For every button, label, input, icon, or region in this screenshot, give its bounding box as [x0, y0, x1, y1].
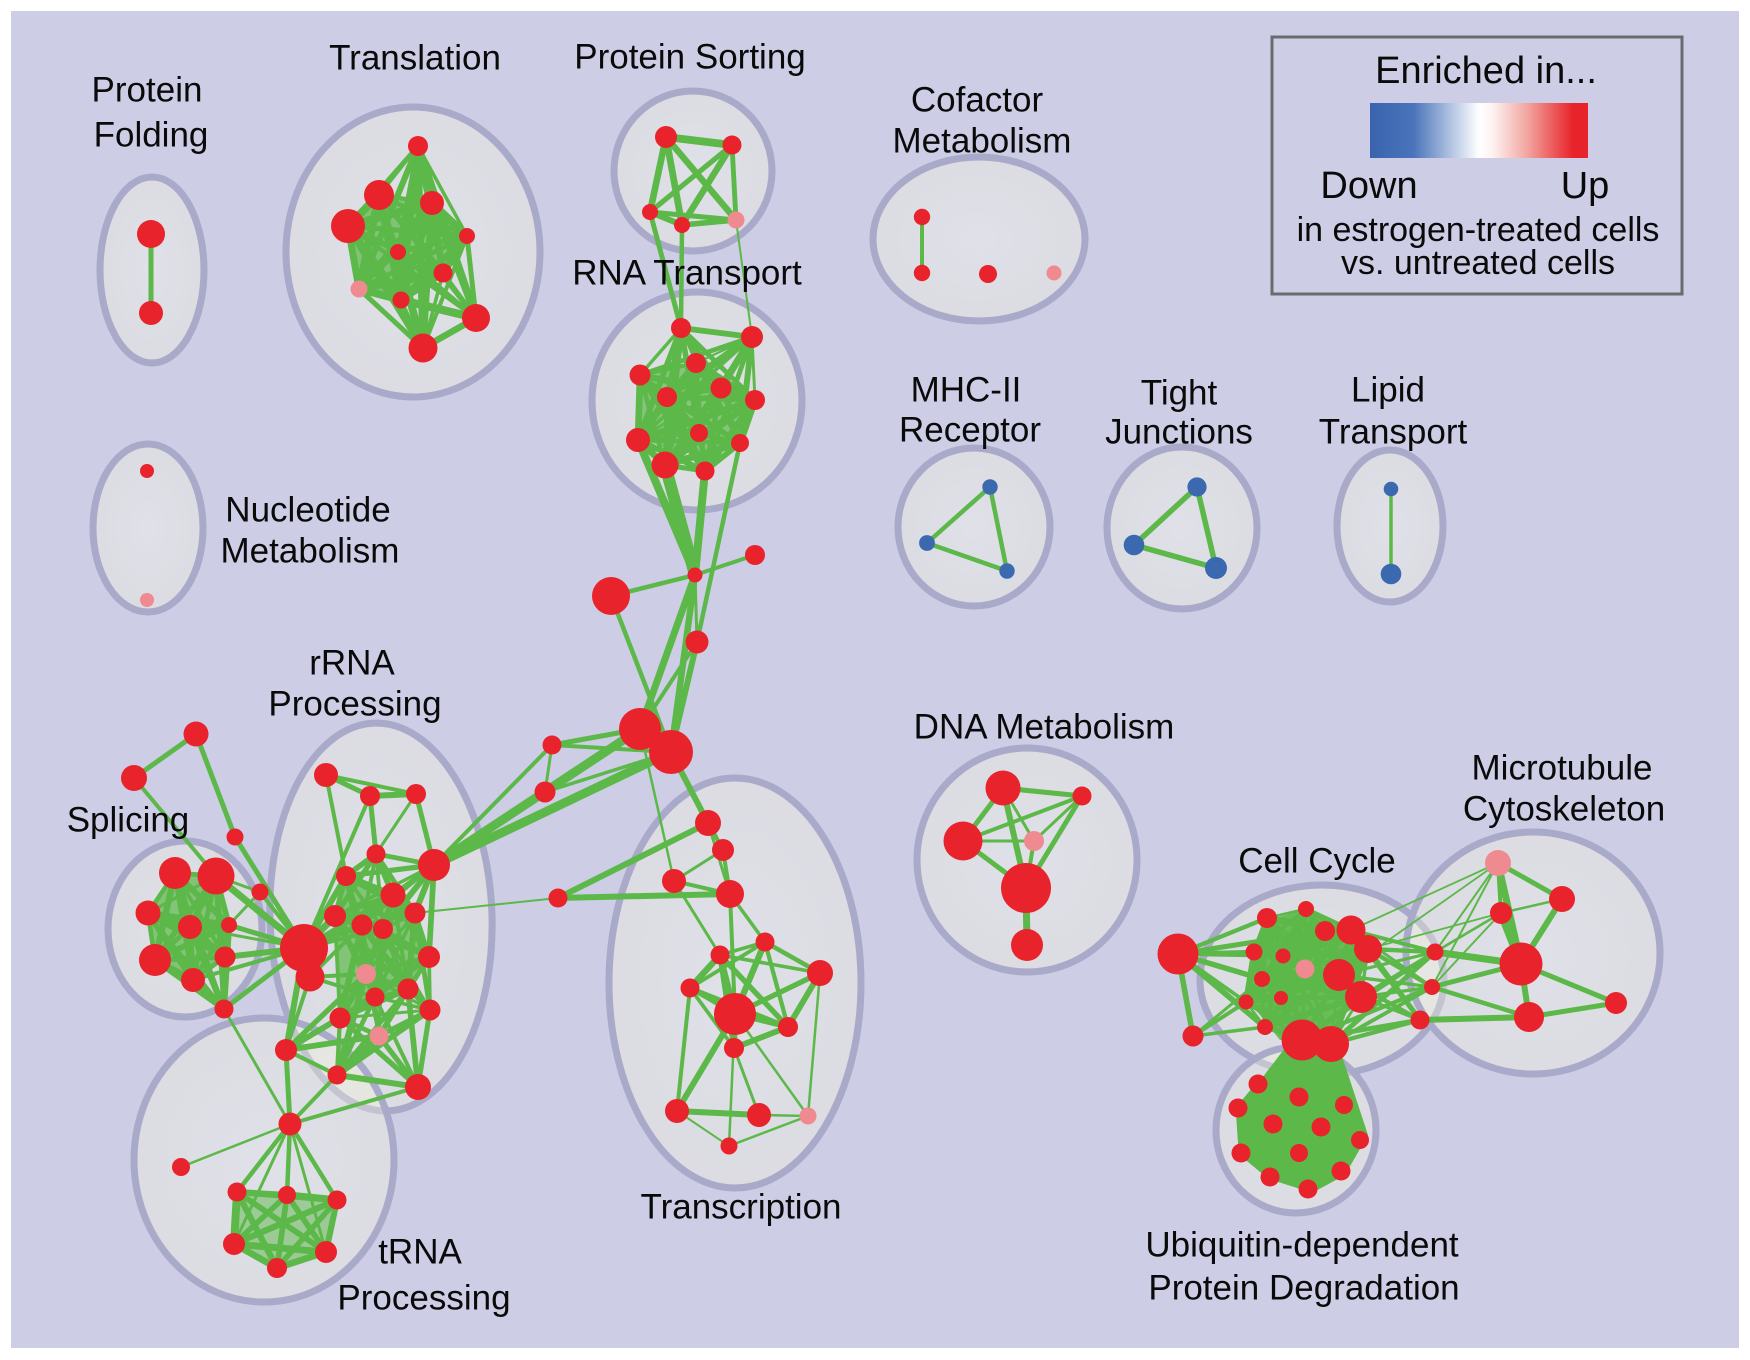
svg-text:rRNA: rRNA	[309, 644, 395, 683]
svg-text:DNA Metabolism: DNA Metabolism	[914, 708, 1175, 747]
svg-text:Splicing: Splicing	[67, 801, 190, 840]
svg-text:vs. untreated cells: vs. untreated cells	[1341, 244, 1615, 282]
svg-text:Transcription: Transcription	[641, 1188, 842, 1227]
svg-text:Junctions: Junctions	[1105, 413, 1253, 452]
svg-text:MHC-II: MHC-II	[911, 371, 1022, 410]
svg-text:RNA Transport: RNA Transport	[572, 254, 802, 293]
svg-text:Protein: Protein	[92, 71, 203, 110]
svg-text:Tight: Tight	[1141, 374, 1218, 413]
svg-text:Processing: Processing	[268, 685, 441, 724]
svg-text:Receptor: Receptor	[899, 411, 1041, 450]
svg-text:Up: Up	[1561, 165, 1610, 207]
svg-text:Protein Sorting: Protein Sorting	[574, 38, 806, 77]
svg-text:Translation: Translation	[329, 39, 501, 78]
svg-text:Ubiquitin-dependent: Ubiquitin-dependent	[1145, 1226, 1459, 1265]
svg-text:in estrogen-treated cells: in estrogen-treated cells	[1297, 211, 1660, 249]
svg-text:Protein Degradation: Protein Degradation	[1148, 1269, 1459, 1308]
svg-text:tRNA: tRNA	[378, 1233, 462, 1272]
svg-text:Transport: Transport	[1319, 413, 1468, 452]
svg-text:Lipid: Lipid	[1351, 371, 1425, 410]
svg-text:Cofactor: Cofactor	[911, 81, 1044, 120]
svg-text:Processing: Processing	[337, 1279, 510, 1318]
svg-text:Cytoskeleton: Cytoskeleton	[1463, 790, 1665, 829]
svg-text:Metabolism: Metabolism	[221, 532, 400, 571]
svg-text:Folding: Folding	[94, 116, 209, 155]
svg-text:Cell Cycle: Cell Cycle	[1238, 842, 1396, 881]
svg-text:Nucleotide: Nucleotide	[225, 491, 390, 530]
svg-text:Metabolism: Metabolism	[893, 122, 1072, 161]
svg-text:Down: Down	[1320, 165, 1417, 207]
svg-text:Enriched in...: Enriched in...	[1375, 50, 1597, 92]
svg-text:Microtubule: Microtubule	[1472, 749, 1653, 788]
